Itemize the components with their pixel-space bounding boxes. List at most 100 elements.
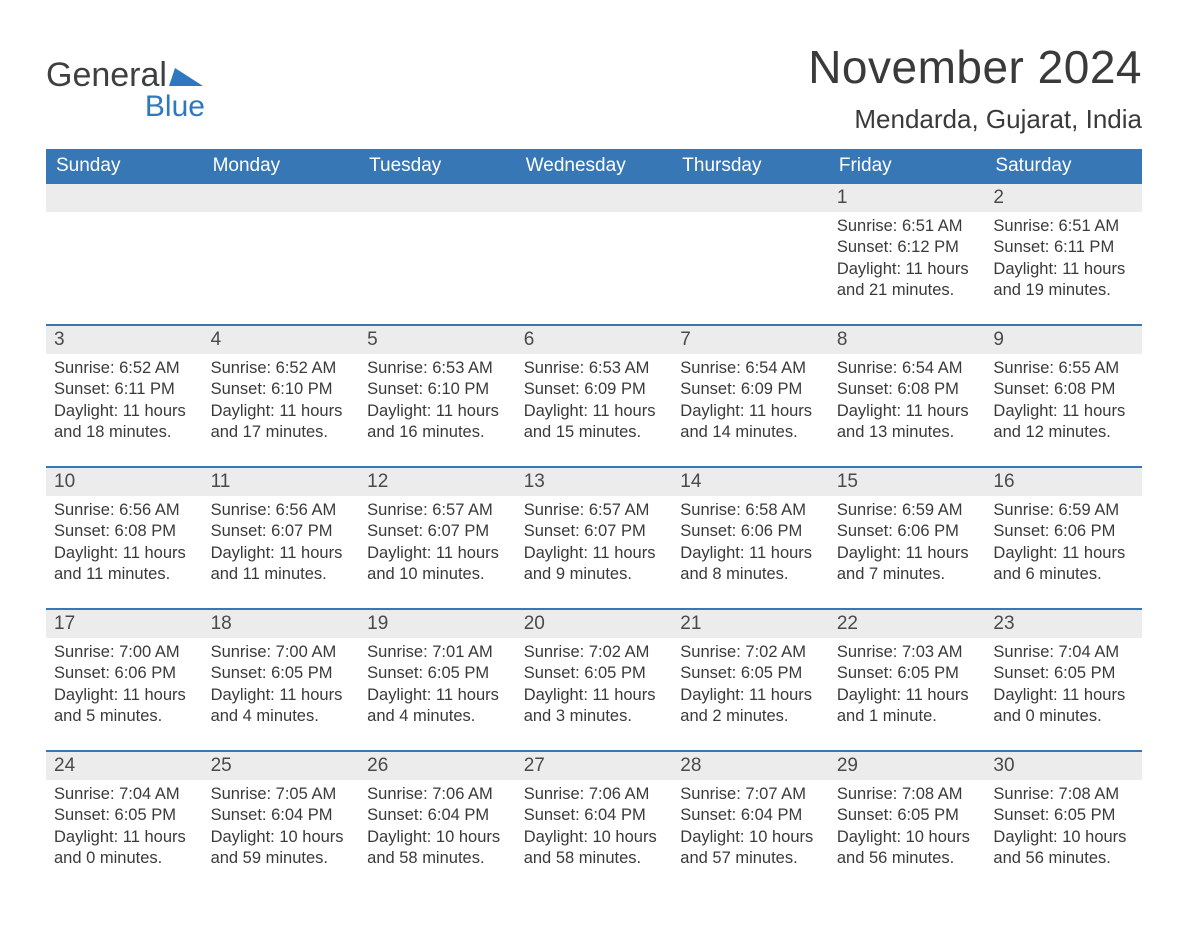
calendar-week: 17181920212223Sunrise: 7:00 AMSunset: 6:… bbox=[46, 608, 1142, 750]
sunset-text: Sunset: 6:04 PM bbox=[211, 805, 352, 826]
sunrise-text: Sunrise: 6:59 AM bbox=[993, 500, 1134, 521]
day-details: Sunrise: 6:59 AMSunset: 6:06 PMDaylight:… bbox=[985, 496, 1142, 608]
calendar-week: 24252627282930Sunrise: 7:04 AMSunset: 6:… bbox=[46, 750, 1142, 892]
sunset-text: Sunset: 6:08 PM bbox=[54, 521, 195, 542]
sunset-text: Sunset: 6:11 PM bbox=[54, 379, 195, 400]
day-number: 14 bbox=[672, 468, 829, 496]
sunset-text: Sunset: 6:05 PM bbox=[524, 663, 665, 684]
dow-monday: Monday bbox=[203, 149, 360, 184]
sunrise-text: Sunrise: 6:55 AM bbox=[993, 358, 1134, 379]
day-details: Sunrise: 6:54 AMSunset: 6:08 PMDaylight:… bbox=[829, 354, 986, 466]
daynum-row: 12 bbox=[46, 184, 1142, 212]
day-details: Sunrise: 7:01 AMSunset: 6:05 PMDaylight:… bbox=[359, 638, 516, 750]
dow-thursday: Thursday bbox=[672, 149, 829, 184]
daylight-text: Daylight: 11 hours and 16 minutes. bbox=[367, 401, 508, 444]
day-number: 26 bbox=[359, 752, 516, 780]
day-details: Sunrise: 7:06 AMSunset: 6:04 PMDaylight:… bbox=[359, 780, 516, 892]
daylight-text: Daylight: 11 hours and 4 minutes. bbox=[367, 685, 508, 728]
sunrise-text: Sunrise: 7:05 AM bbox=[211, 784, 352, 805]
sunrise-text: Sunrise: 6:59 AM bbox=[837, 500, 978, 521]
sunset-text: Sunset: 6:07 PM bbox=[211, 521, 352, 542]
sunset-text: Sunset: 6:05 PM bbox=[993, 805, 1134, 826]
daylight-text: Daylight: 11 hours and 2 minutes. bbox=[680, 685, 821, 728]
sunset-text: Sunset: 6:05 PM bbox=[837, 663, 978, 684]
daylight-text: Daylight: 11 hours and 13 minutes. bbox=[837, 401, 978, 444]
day-number: 5 bbox=[359, 326, 516, 354]
day-number bbox=[672, 184, 829, 212]
day-details: Sunrise: 7:08 AMSunset: 6:05 PMDaylight:… bbox=[985, 780, 1142, 892]
dow-saturday: Saturday bbox=[985, 149, 1142, 184]
day-number: 16 bbox=[985, 468, 1142, 496]
daylight-text: Daylight: 10 hours and 58 minutes. bbox=[367, 827, 508, 870]
sunrise-text: Sunrise: 6:52 AM bbox=[211, 358, 352, 379]
detail-row: Sunrise: 7:00 AMSunset: 6:06 PMDaylight:… bbox=[46, 638, 1142, 750]
daylight-text: Daylight: 10 hours and 58 minutes. bbox=[524, 827, 665, 870]
day-details: Sunrise: 7:05 AMSunset: 6:04 PMDaylight:… bbox=[203, 780, 360, 892]
day-number: 23 bbox=[985, 610, 1142, 638]
daylight-text: Daylight: 11 hours and 0 minutes. bbox=[54, 827, 195, 870]
day-details: Sunrise: 6:51 AMSunset: 6:11 PMDaylight:… bbox=[985, 212, 1142, 324]
day-number: 20 bbox=[516, 610, 673, 638]
day-details: Sunrise: 6:52 AMSunset: 6:11 PMDaylight:… bbox=[46, 354, 203, 466]
sunset-text: Sunset: 6:10 PM bbox=[367, 379, 508, 400]
day-details: Sunrise: 7:00 AMSunset: 6:06 PMDaylight:… bbox=[46, 638, 203, 750]
day-number: 30 bbox=[985, 752, 1142, 780]
day-details: Sunrise: 7:04 AMSunset: 6:05 PMDaylight:… bbox=[985, 638, 1142, 750]
calendar-page: General Blue November 2024 Mendarda, Guj… bbox=[0, 0, 1188, 932]
dow-wednesday: Wednesday bbox=[516, 149, 673, 184]
day-number: 29 bbox=[829, 752, 986, 780]
daynum-row: 17181920212223 bbox=[46, 610, 1142, 638]
day-number: 28 bbox=[672, 752, 829, 780]
sunrise-text: Sunrise: 7:01 AM bbox=[367, 642, 508, 663]
day-details: Sunrise: 6:57 AMSunset: 6:07 PMDaylight:… bbox=[359, 496, 516, 608]
calendar-week: 3456789Sunrise: 6:52 AMSunset: 6:11 PMDa… bbox=[46, 324, 1142, 466]
sunrise-text: Sunrise: 6:56 AM bbox=[54, 500, 195, 521]
daylight-text: Daylight: 11 hours and 19 minutes. bbox=[993, 259, 1134, 302]
sunset-text: Sunset: 6:05 PM bbox=[367, 663, 508, 684]
daylight-text: Daylight: 11 hours and 3 minutes. bbox=[524, 685, 665, 728]
day-number: 21 bbox=[672, 610, 829, 638]
sunrise-text: Sunrise: 7:06 AM bbox=[367, 784, 508, 805]
sunrise-text: Sunrise: 7:07 AM bbox=[680, 784, 821, 805]
day-details: Sunrise: 6:53 AMSunset: 6:09 PMDaylight:… bbox=[516, 354, 673, 466]
sunset-text: Sunset: 6:06 PM bbox=[993, 521, 1134, 542]
sunset-text: Sunset: 6:11 PM bbox=[993, 237, 1134, 258]
daylight-text: Daylight: 11 hours and 10 minutes. bbox=[367, 543, 508, 586]
location-label: Mendarda, Gujarat, India bbox=[808, 104, 1142, 135]
sunset-text: Sunset: 6:04 PM bbox=[680, 805, 821, 826]
brand-text: General Blue bbox=[46, 58, 205, 122]
sunset-text: Sunset: 6:08 PM bbox=[993, 379, 1134, 400]
day-number: 13 bbox=[516, 468, 673, 496]
sunset-text: Sunset: 6:07 PM bbox=[524, 521, 665, 542]
brand-word-2: Blue bbox=[46, 92, 205, 122]
day-number: 1 bbox=[829, 184, 986, 212]
daylight-text: Daylight: 11 hours and 6 minutes. bbox=[993, 543, 1134, 586]
sunset-text: Sunset: 6:04 PM bbox=[367, 805, 508, 826]
dow-friday: Friday bbox=[829, 149, 986, 184]
day-details: Sunrise: 7:02 AMSunset: 6:05 PMDaylight:… bbox=[672, 638, 829, 750]
sunset-text: Sunset: 6:05 PM bbox=[680, 663, 821, 684]
detail-row: Sunrise: 7:04 AM Sunset: 6:05 PM Daylight:… bbox=[46, 780, 1142, 892]
day-number: 25 bbox=[203, 752, 360, 780]
brand-word-1: General bbox=[46, 56, 167, 94]
sunset-text: Sunset: 6:05 PM bbox=[837, 805, 978, 826]
daylight-text: Daylight: 11 hours and 21 minutes. bbox=[837, 259, 978, 302]
sunrise-text: Sunrise: 7:04 AM bbox=[54, 784, 195, 805]
day-number: 12 bbox=[359, 468, 516, 496]
day-number: 3 bbox=[46, 326, 203, 354]
sunrise-text: Sunrise: 6:56 AM bbox=[211, 500, 352, 521]
daylight-text: Daylight: 11 hours and 9 minutes. bbox=[524, 543, 665, 586]
sunrise-text: Sunrise: 6:54 AM bbox=[837, 358, 978, 379]
sunset-text: Sunset: 6:12 PM bbox=[837, 237, 978, 258]
day-number: 6 bbox=[516, 326, 673, 354]
day-number: 9 bbox=[985, 326, 1142, 354]
sunset-text: Sunset: 6:09 PM bbox=[680, 379, 821, 400]
sunrise-text: Sunrise: 6:53 AM bbox=[367, 358, 508, 379]
day-details: Sunrise: 6:55 AMSunset: 6:08 PMDaylight:… bbox=[985, 354, 1142, 466]
sunrise-text: Sunrise: 6:53 AM bbox=[524, 358, 665, 379]
day-number: 10 bbox=[46, 468, 203, 496]
sunset-text: Sunset: 6:05 PM bbox=[211, 663, 352, 684]
day-details: Sunrise: 7:04 AMSunset: 6:05 PMDaylight:… bbox=[46, 780, 203, 892]
calendar: Sunday Monday Tuesday Wednesday Thursday… bbox=[46, 149, 1142, 892]
day-number bbox=[516, 184, 673, 212]
